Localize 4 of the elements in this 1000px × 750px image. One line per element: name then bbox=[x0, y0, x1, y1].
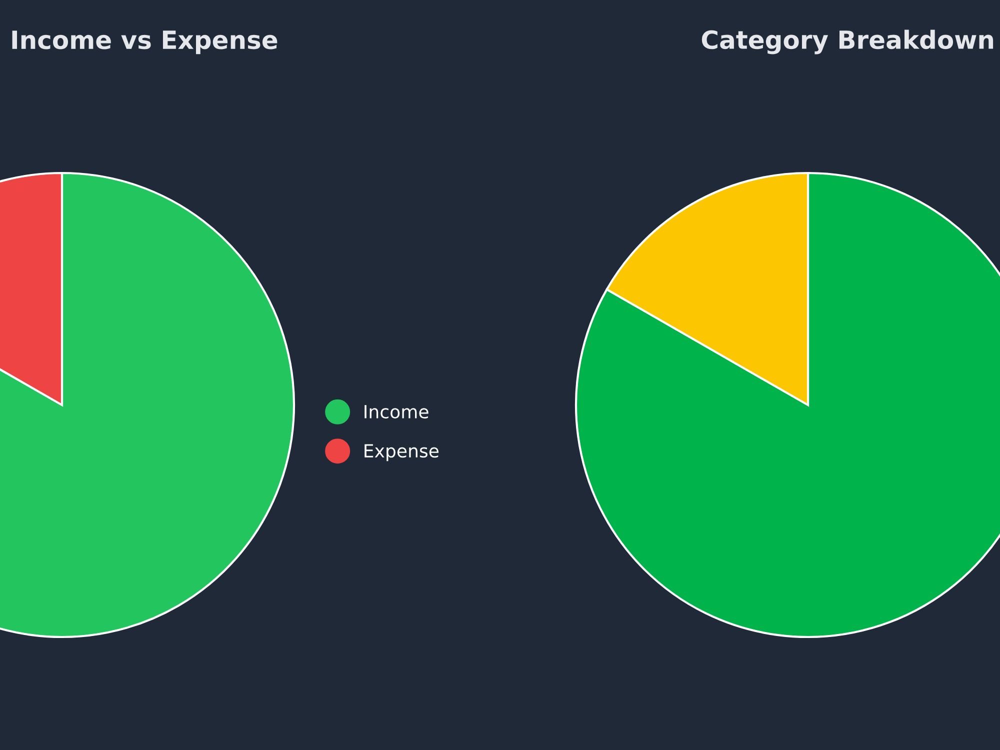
chart-title: Category Breakdown bbox=[702, 30, 994, 54]
legend-label: Income bbox=[364, 405, 428, 419]
legend-label: Expense bbox=[364, 444, 439, 462]
chart-title: Income vs Expense bbox=[12, 30, 278, 54]
